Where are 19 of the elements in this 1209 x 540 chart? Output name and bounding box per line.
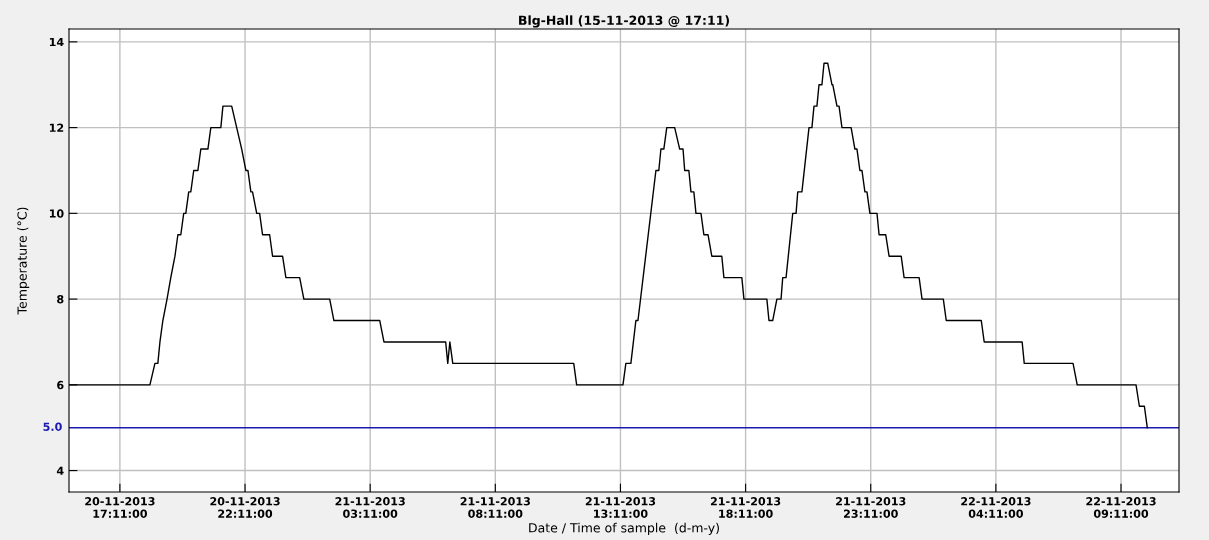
x-axis-title: Date / Time of sample (d-m-y)	[529, 522, 719, 535]
x-tick-label: 21-11-2013 23:11:00	[836, 497, 906, 518]
y-tick-label: 10	[49, 209, 64, 218]
y-tick-label: 14	[49, 37, 64, 47]
ref-line-label: 5.0	[43, 422, 62, 431]
x-tick-label: 22-11-2013 04:11:00	[961, 497, 1031, 518]
x-tick-label: 21-11-2013 03:11:00	[335, 497, 405, 518]
x-tick-label: 21-11-2013 13:11:00	[585, 497, 656, 518]
y-axis-title: Temperature (°C)	[17, 207, 30, 315]
x-tick-label: 21-11-2013 08:11:00	[460, 497, 530, 518]
chart-title: Blg-Hall (15-11-2013 @ 17:11)	[519, 15, 729, 28]
x-tick-label: 20-11-2013 17:11:00	[85, 497, 155, 518]
x-tick-label: 20-11-2013 22:11:00	[210, 497, 280, 518]
y-tick-label: 4	[56, 466, 64, 475]
y-tick-label: 8	[57, 295, 64, 304]
x-tick-label: 22-11-2013 09:11:00	[1086, 497, 1156, 518]
y-tick-label: 6	[57, 380, 64, 390]
x-tick-label: 21-11-2013 18:11:00	[710, 497, 781, 518]
y-tick-label: 12	[49, 123, 64, 132]
